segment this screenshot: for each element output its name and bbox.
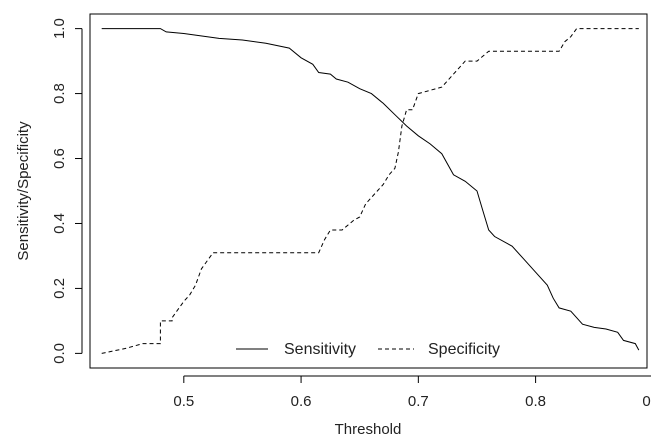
x-tick-label: 0.8 xyxy=(525,393,546,410)
x-tick-label: 0.5 xyxy=(173,393,194,410)
series-group xyxy=(101,28,640,354)
series-specificity-line xyxy=(101,28,639,354)
x-axis-label: Threshold xyxy=(335,421,402,438)
x-tick-label: 0.9 xyxy=(642,393,651,410)
legend-label-sensitivity: Sensitivity xyxy=(284,341,356,358)
y-tick-label: 0.8 xyxy=(51,83,68,104)
x-tick-label: 0.7 xyxy=(408,393,429,410)
y-tick-label: 0.6 xyxy=(51,148,68,169)
y-axis-label: Sensitivity/Specificity xyxy=(15,121,32,261)
legend-label-specificity: Specificity xyxy=(428,341,500,358)
series-sensitivity-line xyxy=(101,28,640,351)
y-tick-label: 0.4 xyxy=(51,213,68,234)
y-axis: 0.0 0.2 0.4 0.6 0.8 1.0 xyxy=(51,18,83,364)
y-tick-label: 0.0 xyxy=(51,343,68,364)
y-tick-label: 0.2 xyxy=(51,278,68,299)
plot-frame xyxy=(89,13,648,369)
legend: Sensitivity Specificity xyxy=(236,341,500,358)
x-tick-label: 0.6 xyxy=(291,393,312,410)
y-tick-label: 1.0 xyxy=(51,18,68,39)
x-axis: 0.5 0.6 0.7 0.8 0.9 xyxy=(173,375,651,410)
